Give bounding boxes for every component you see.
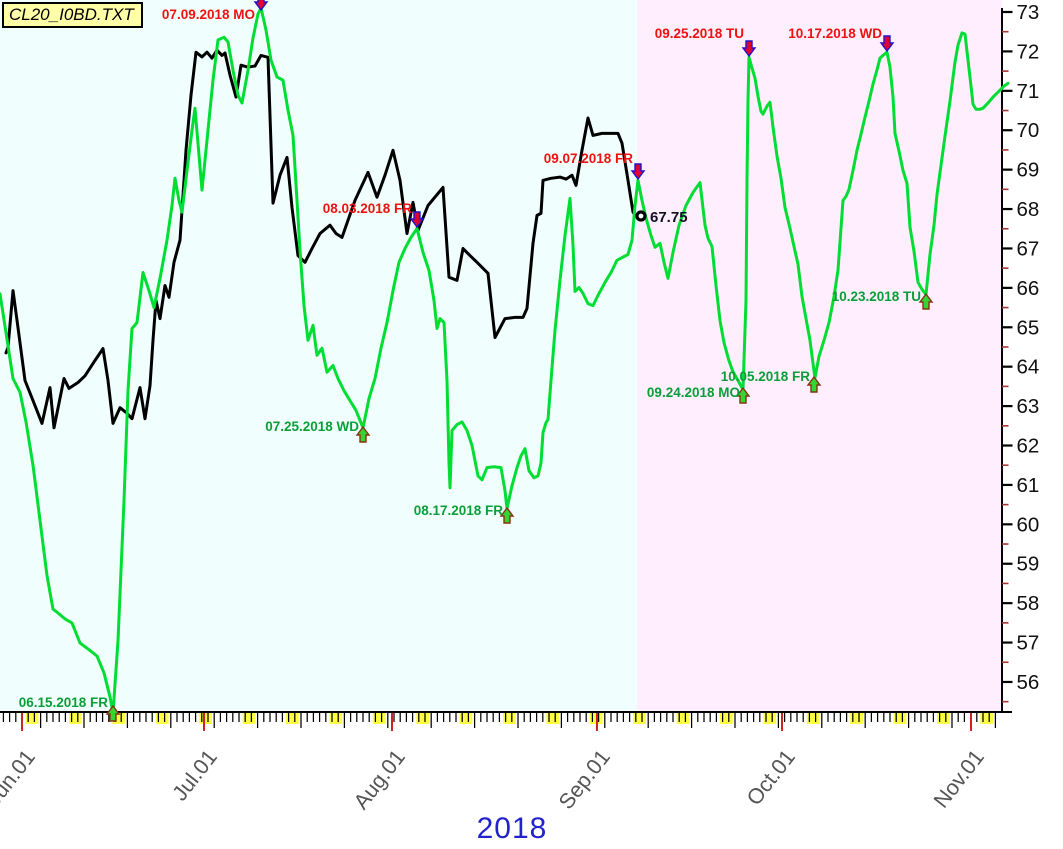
weekend-band [155,713,169,724]
weekend-band [69,713,82,724]
file-title-text: CL20_I0BD.TXT [9,5,134,24]
weekend-band [850,713,863,724]
weekend-band [676,713,690,724]
trough-annotation-label: 09.24.2018 MO [647,385,740,400]
trough-marker-icon [918,292,934,310]
x-axis-month-label: Jun.01 [0,745,40,811]
y-tick-label: 63 [1017,395,1040,418]
peak-marker-icon [409,211,425,229]
peak-annotation-label: 08.03.2018 FR [323,201,413,216]
y-tick-label: 69 [1017,159,1040,182]
weekend-band [806,713,820,724]
y-tick-label: 66 [1017,277,1040,300]
weekend-band [286,713,299,724]
trough-marker-icon [105,704,121,722]
weekend-band [372,713,386,724]
trough-annotation-label: 10.23.2018 TU [832,289,921,304]
projection-line [0,6,1010,715]
weekend-band [937,713,950,724]
weekend-band [893,713,907,724]
peak-marker-icon [253,0,269,12]
trough-annotation-label: 06.15.2018 FR [19,695,109,710]
x-axis-month-label: Oct.01 [742,745,800,810]
x-axis-month-label: Nov.01 [929,745,989,812]
trough-marker-icon [735,386,751,404]
peak-annotation-label: 07.09.2018 MO [162,7,255,22]
weekend-band [763,713,777,724]
y-tick-label: 62 [1017,435,1040,458]
x-axis-month-label: Aug.01 [349,745,410,813]
y-tick-label: 60 [1017,513,1040,536]
y-tick-label: 58 [1017,592,1040,615]
x-axis-month-label: Jul.01 [168,745,222,805]
x-axis-month-label: Sep.01 [554,745,615,813]
weekend-band [720,713,733,724]
weekend-band [329,713,343,724]
y-tick-label: 59 [1017,553,1040,576]
weekend-band [980,713,994,724]
weekend-band [416,713,429,724]
y-tick-label: 61 [1017,474,1040,497]
y-tick-label: 64 [1017,356,1040,379]
y-tick-label: 73 [1017,1,1040,24]
weekend-band [199,713,212,724]
weekend-band [112,713,126,724]
trough-marker-icon [499,506,515,524]
y-tick-label: 65 [1017,316,1040,339]
trough-annotation-label: 08.17.2018 FR [414,503,504,518]
peak-marker-icon [879,35,895,53]
history-region [0,0,637,712]
weekend-band [546,713,560,724]
trough-marker-icon [355,425,371,443]
y-tick-label: 68 [1017,198,1040,221]
last-price-marker [635,210,647,222]
y-tick-label: 57 [1017,632,1040,655]
y-tick-label: 67 [1017,237,1040,260]
weekend-band [633,713,646,724]
y-tick-label: 72 [1017,40,1040,63]
peak-marker-icon [741,40,757,58]
trough-marker-icon [806,375,822,393]
file-title-badge[interactable]: CL20_I0BD.TXT [2,2,143,29]
y-tick-label: 71 [1017,80,1040,103]
weekend-band [25,713,39,724]
y-tick-label: 56 [1017,671,1040,694]
trough-annotation-label: 07.25.2018 WD [265,419,359,434]
peak-annotation-label: 10.17.2018 WD [788,26,882,41]
weekend-band [242,713,256,724]
trough-annotation-label: 10.05.2018 FR [721,369,811,384]
year-label: 2018 [476,812,548,845]
last-price-label: 67.75 [650,209,688,226]
weekend-band [459,713,473,724]
weekend-band [503,713,516,724]
peak-annotation-label: 09.07.2018 FR [544,151,634,166]
actual-price-line [4,48,640,430]
peak-marker-icon [630,163,646,181]
y-tick-label: 70 [1017,119,1040,142]
peak-annotation-label: 09.25.2018 TU [655,26,744,41]
